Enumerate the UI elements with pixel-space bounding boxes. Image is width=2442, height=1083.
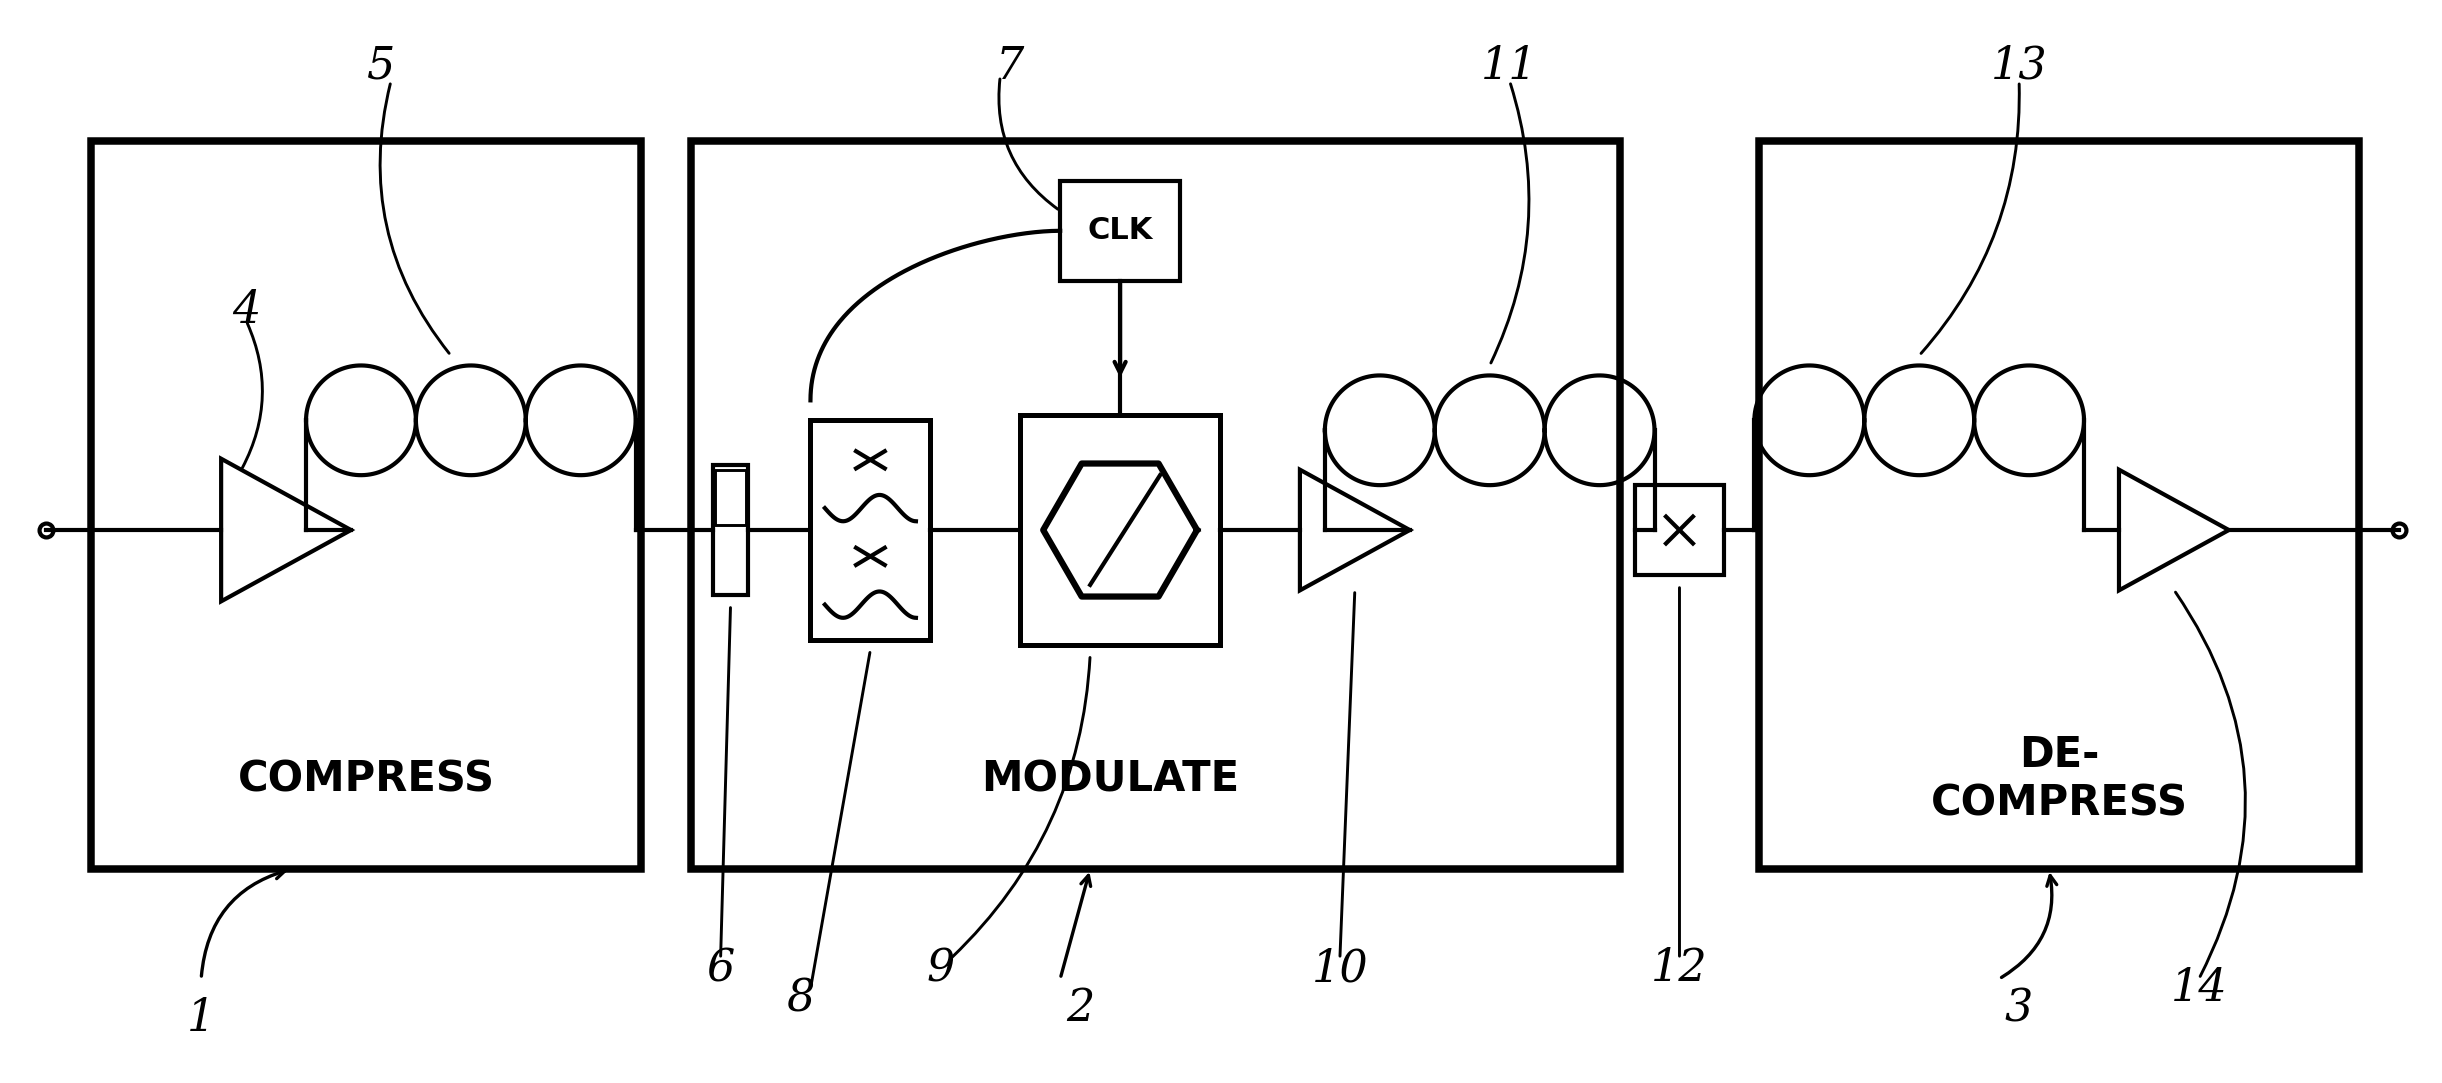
Text: 9: 9 — [926, 948, 955, 991]
Text: 4: 4 — [232, 289, 261, 332]
Text: 13: 13 — [1990, 44, 2046, 88]
Bar — [90, 141, 640, 870]
Text: 14: 14 — [2171, 967, 2227, 1010]
Text: 5: 5 — [366, 44, 396, 88]
Bar — [716, 470, 747, 525]
Text: 11: 11 — [1482, 44, 1538, 88]
Text: 1: 1 — [188, 997, 215, 1041]
Bar — [1060, 181, 1179, 280]
Text: MODULATE: MODULATE — [982, 758, 1238, 800]
Text: 3: 3 — [2005, 988, 2034, 1030]
Text: 6: 6 — [706, 948, 735, 991]
Text: COMPRESS: COMPRESS — [237, 758, 493, 800]
Text: 2: 2 — [1067, 988, 1094, 1030]
Text: 12: 12 — [1651, 948, 1707, 991]
Bar — [1021, 415, 1221, 644]
Bar — [691, 141, 1619, 870]
Bar — [1758, 141, 2359, 870]
Bar — [713, 466, 747, 595]
Bar — [811, 420, 930, 640]
Text: 7: 7 — [996, 44, 1026, 88]
Text: CLK: CLK — [1087, 217, 1153, 245]
Bar — [1634, 485, 1724, 575]
Text: DE-
COMPRESS: DE- COMPRESS — [1932, 734, 2188, 824]
Text: 8: 8 — [786, 977, 816, 1020]
Text: 10: 10 — [1311, 948, 1368, 991]
